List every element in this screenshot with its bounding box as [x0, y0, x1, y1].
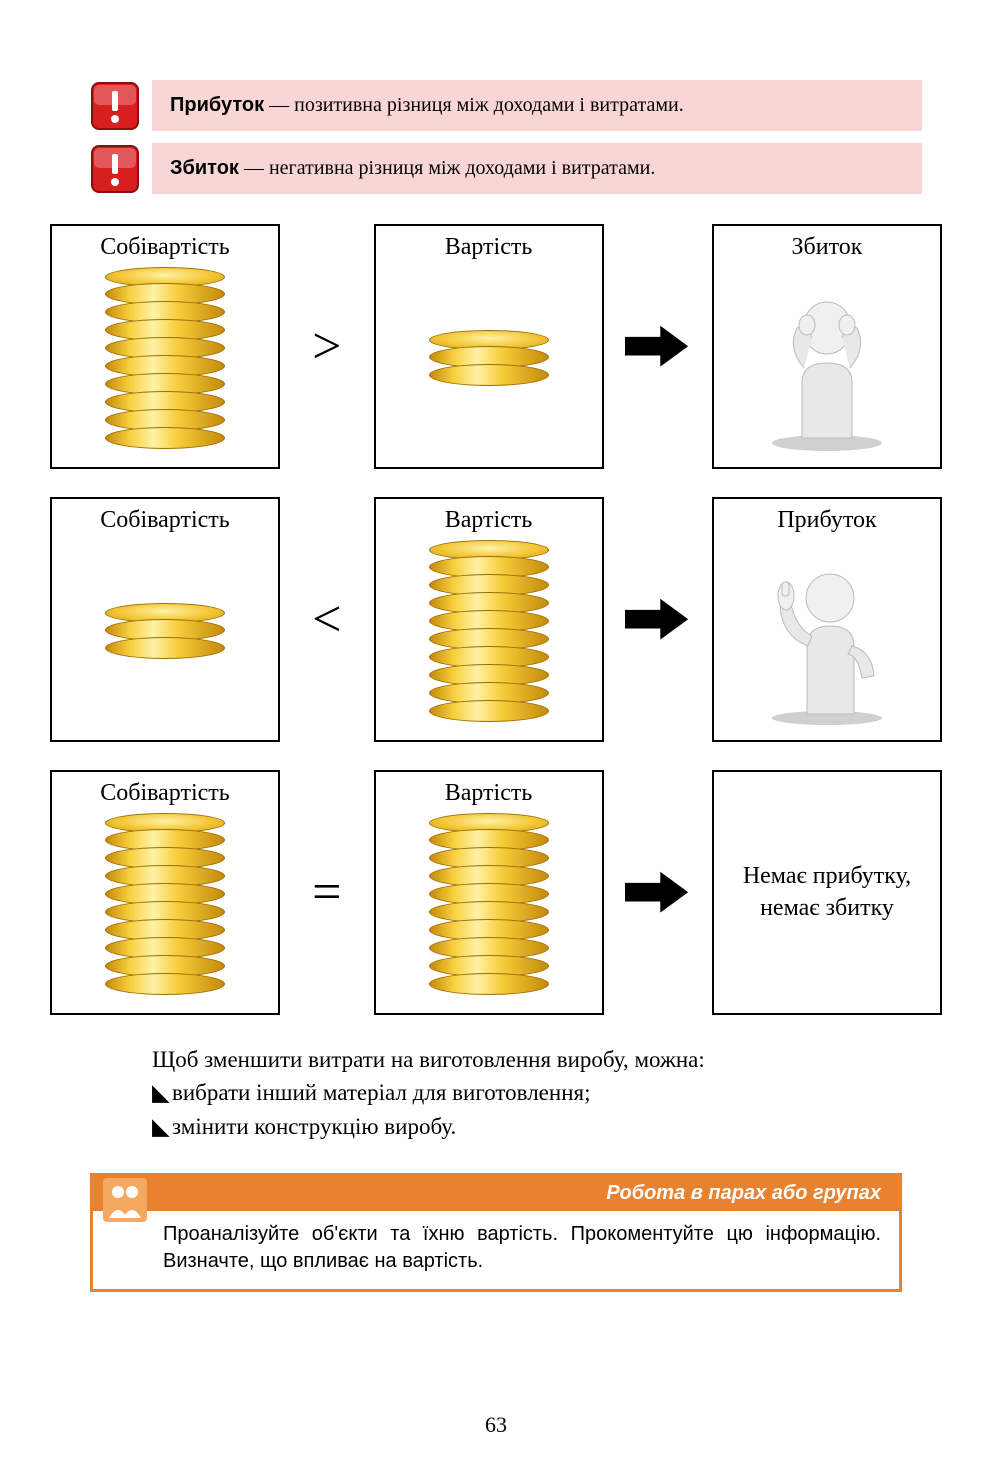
result-cell: Немає прибутку, немає збитку — [712, 770, 942, 1015]
thumbs-up-figure-icon — [762, 546, 892, 726]
section-box: Робота в парах або групах Проаналізуйте … — [90, 1173, 902, 1292]
bullet-text: вибрати інший матеріал для виготовлення; — [172, 1076, 590, 1109]
result-cell: Прибуток — [712, 497, 942, 742]
value-cell: Вартість — [374, 770, 604, 1015]
arrow-icon — [625, 323, 690, 369]
arrow — [625, 595, 690, 645]
definition-row: Збиток — негативна різниця між доходами … — [90, 143, 922, 194]
operator: > — [302, 317, 352, 376]
cell-label: Збиток — [792, 234, 863, 261]
arrow — [625, 322, 690, 372]
alert-icon — [90, 81, 140, 131]
cell-label: Собівартість — [100, 507, 229, 534]
operator: = — [302, 863, 352, 922]
value-cell: Вартість — [374, 497, 604, 742]
definition-box: Прибуток — позитивна різниця між доходам… — [152, 80, 922, 131]
value-cell: Вартість — [374, 224, 604, 469]
bullet-marker-icon: ◣ — [152, 1076, 172, 1109]
definition-term: Прибуток — [170, 94, 264, 116]
diagram-row: Собівартість = Вартість Немає прибутку, … — [50, 770, 942, 1015]
operator: < — [302, 590, 352, 649]
coin-stack — [429, 550, 549, 722]
definition-text: — позитивна різниця між доходами і витра… — [264, 94, 684, 116]
bullet-text: змінити конструкцію виробу. — [172, 1110, 456, 1143]
bullet-item: ◣ змінити конструкцію виробу. — [120, 1110, 902, 1143]
section-body: Проаналізуйте об'єкти та їхню вартість. … — [93, 1211, 899, 1289]
coin-stack — [105, 613, 225, 659]
definition-row: Прибуток — позитивна різниця між доходам… — [90, 80, 922, 131]
coin-stack — [105, 823, 225, 995]
section-header: Робота в парах або групах — [93, 1176, 899, 1211]
section-title: Робота в парах або групах — [606, 1182, 881, 1204]
sad-figure-icon — [762, 273, 892, 453]
cost-cell: Собівартість — [50, 224, 280, 469]
bullet-marker-icon: ◣ — [152, 1110, 172, 1143]
coin-stack — [429, 340, 549, 386]
body-intro: Щоб зменшити витрати на виготовлення вир… — [120, 1043, 902, 1076]
arrow-icon — [625, 869, 690, 915]
cost-cell: Собівартість — [50, 497, 280, 742]
page-number: 63 — [485, 1412, 507, 1438]
diagram-area: Собівартість > Вартість Збиток Собіварті… — [50, 224, 942, 1015]
diagram-row: Собівартість < Вартість Прибуток — [50, 497, 942, 742]
cell-label: Вартість — [445, 234, 533, 261]
cell-label: Собівартість — [100, 780, 229, 807]
definition-box: Збиток — негативна різниця між доходами … — [152, 143, 922, 194]
cell-label: Вартість — [445, 780, 533, 807]
arrow-icon — [625, 596, 690, 642]
cost-cell: Собівартість — [50, 770, 280, 1015]
coin-stack — [429, 823, 549, 995]
alert-icon — [90, 144, 140, 194]
bullet-item: ◣ вибрати інший матеріал для виготовленн… — [120, 1076, 902, 1109]
body-text: Щоб зменшити витрати на виготовлення вир… — [120, 1043, 902, 1143]
cell-label: Собівартість — [100, 234, 229, 261]
cell-label: Прибуток — [777, 507, 876, 534]
diagram-row: Собівартість > Вартість Збиток — [50, 224, 942, 469]
result-text: Немає прибутку, немає збитку — [718, 861, 936, 923]
definition-text: — негативна різниця між доходами і витра… — [239, 157, 655, 179]
cell-label: Вартість — [445, 507, 533, 534]
arrow — [625, 868, 690, 918]
definition-term: Збиток — [170, 157, 239, 179]
result-cell: Збиток — [712, 224, 942, 469]
pair-work-icon — [103, 1178, 147, 1222]
coin-stack — [105, 277, 225, 449]
